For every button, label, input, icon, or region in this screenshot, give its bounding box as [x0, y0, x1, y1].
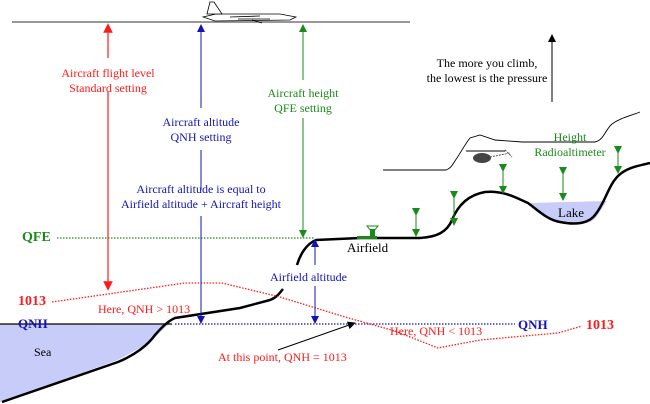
standard-1013-line — [51, 282, 583, 349]
flight-level-text-1: Aircraft flight level — [61, 66, 155, 80]
radio-text-1: Height — [553, 130, 587, 144]
terrain-upper — [295, 161, 650, 266]
altitude-label: Aircraft altitude QNH setting — [141, 115, 261, 145]
airfield-tower-icon — [357, 225, 380, 239]
std-left-label: 1013 — [18, 294, 46, 309]
equation-text-1: Aircraft altitude is equal to — [136, 182, 266, 196]
sea-label: Sea — [34, 345, 52, 359]
airfield-label: Airfield — [347, 240, 389, 255]
airfield-altitude-label: Airfield altitude — [270, 270, 347, 284]
radio-text-2: Radioaltimeter — [534, 145, 606, 159]
pressure-text-2: the lowest is the pressure — [426, 71, 548, 85]
airplane-icon — [201, 1, 298, 24]
qnh-right-label: QNH — [518, 317, 548, 332]
qnh-greater-label: Here, QNH > 1013 — [98, 302, 191, 316]
altitude-text-2: QNH setting — [170, 130, 232, 144]
radioaltimeter-label: Height Radioaltimeter — [520, 130, 620, 160]
sea-area — [0, 324, 170, 402]
equation-label: Aircraft altitude is equal to Airfield a… — [106, 182, 296, 212]
lake-label: Lake — [558, 205, 584, 220]
height-text-1: Aircraft height — [267, 86, 339, 100]
terrain-lower — [1, 288, 284, 404]
qnh-less-label: Here, QNH < 1013 — [390, 324, 483, 338]
height-label: Aircraft height QFE setting — [248, 86, 358, 116]
altitude-text-1: Aircraft altitude — [162, 115, 240, 129]
qfe-left-label: QFE — [22, 230, 51, 245]
equation-text-2: Airfield altitude + Aircraft height — [120, 197, 282, 211]
pressure-label: The more you climb, the lowest is the pr… — [424, 56, 550, 86]
flight-level-label: Aircraft flight level Standard setting — [48, 66, 168, 96]
qnh-equal-label: At this point, QNH = 1013 — [218, 350, 347, 364]
height-text-2: QFE setting — [274, 101, 332, 115]
radio-flight-path — [383, 111, 641, 171]
std-right-label: 1013 — [586, 318, 614, 333]
helicopter-icon — [466, 149, 513, 163]
flight-level-text-2: Standard setting — [69, 81, 147, 95]
radioaltimeter-arrows — [412, 146, 622, 237]
lake-area — [528, 201, 607, 224]
pressure-text-1: The more you climb, — [436, 56, 538, 70]
qnh-left-label: QNH — [18, 316, 48, 331]
